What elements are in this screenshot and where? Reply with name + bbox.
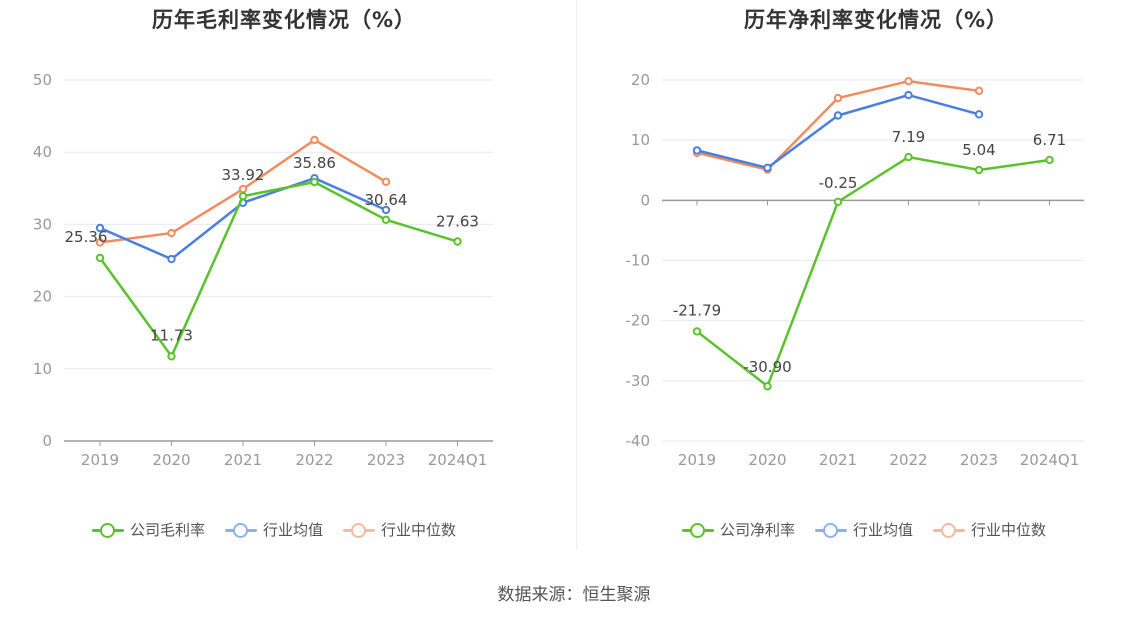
data-label: 11.73 xyxy=(150,326,193,344)
y-tick-label: 40 xyxy=(33,143,52,161)
legend-label: 公司毛利率 xyxy=(130,521,206,539)
data-point-company xyxy=(833,197,843,207)
data-point-industry_avg xyxy=(95,223,105,233)
data-label: -30.90 xyxy=(743,358,791,376)
data-point-company xyxy=(453,237,462,246)
data-label: 5.04 xyxy=(962,141,995,159)
data-point-company xyxy=(381,215,391,224)
net-margin-chart-title: 历年净利率变化情况（%） xyxy=(743,8,1009,32)
net-margin-chart: -40 -30 -20 -10 0 10 20 2019 2020 2021 2022 2023 202… xyxy=(626,71,1084,469)
gross-margin-legend: 公司毛利率 行业均值 行业中位数 xyxy=(92,519,476,540)
data-label: -0.25 xyxy=(819,174,858,192)
x-tick-label: 2023 xyxy=(960,451,998,469)
y-tick-label: 0 xyxy=(42,432,52,450)
data-point-industry_median xyxy=(310,135,319,145)
y-tick-label: 20 xyxy=(33,288,52,306)
legend-label: 行业均值 xyxy=(263,521,324,539)
y-tick-label: -10 xyxy=(626,252,651,270)
data-point-industry_avg xyxy=(167,254,176,264)
x-tick-label: 2019 xyxy=(678,451,716,469)
data-label: 25.36 xyxy=(65,228,108,246)
legend-line-icon xyxy=(933,520,966,540)
data-label: -21.79 xyxy=(673,301,721,319)
data-point-company xyxy=(974,165,984,175)
legend-line-icon xyxy=(815,520,848,540)
legend-line-icon xyxy=(92,520,124,540)
y-tick-label: 10 xyxy=(631,131,650,149)
data-source-note: 数据来源：恒生聚源 xyxy=(497,585,651,605)
x-tick-label: 2021 xyxy=(819,451,857,469)
data-point-company xyxy=(310,177,319,187)
x-tick-label: 2019 xyxy=(81,451,119,469)
data-point-company xyxy=(167,352,176,361)
gross-margin-chart-title: 历年毛利率变化情况（%） xyxy=(151,8,417,32)
data-point-industry_median xyxy=(95,238,105,247)
gross-margin-chart: 0 10 20 30 40 50 2019 2020 2021 2022 2023 2024Q1 25.… xyxy=(33,71,493,469)
y-tick-label: 0 xyxy=(640,191,650,209)
data-label: 7.19 xyxy=(892,128,925,146)
data-label: 6.71 xyxy=(1033,131,1066,149)
data-point-company xyxy=(95,253,105,263)
data-label: 30.64 xyxy=(365,191,408,209)
series-line-industry_avg xyxy=(696,93,980,170)
legend-line-icon xyxy=(225,520,258,540)
data-point-industry_avg xyxy=(763,163,772,173)
x-tick-label: 2020 xyxy=(748,451,786,469)
data-label: 35.86 xyxy=(293,154,336,172)
data-point-industry_avg xyxy=(974,110,984,119)
x-tick-label: 2022 xyxy=(295,451,333,469)
legend-item-industry-avg[interactable]: 行业均值 xyxy=(225,519,323,540)
y-tick-label: 30 xyxy=(33,215,52,233)
legend-label: 行业中位数 xyxy=(971,521,1047,539)
x-tick-label: 2020 xyxy=(152,451,190,469)
data-point-industry_avg xyxy=(381,205,391,215)
data-point-industry_avg xyxy=(904,90,913,100)
y-tick-label: -30 xyxy=(626,372,651,390)
legend-item-company-gross[interactable]: 公司毛利率 xyxy=(92,519,205,540)
y-tick-label: 50 xyxy=(33,71,52,89)
data-point-industry_avg xyxy=(692,146,702,155)
y-tick-label: -40 xyxy=(626,432,651,450)
y-tick-label: -20 xyxy=(626,312,651,330)
data-point-industry_median xyxy=(381,177,391,187)
legend-line-icon xyxy=(682,520,714,540)
data-point-company xyxy=(904,152,913,162)
net-margin-legend: 公司净利率 行业均值 行业中位数 xyxy=(682,519,1066,540)
legend-item-company-net[interactable]: 公司净利率 xyxy=(682,519,795,540)
x-tick-label: 2021 xyxy=(224,451,262,469)
data-point-company xyxy=(692,327,702,336)
data-point-company xyxy=(1045,155,1054,165)
data-label: 27.63 xyxy=(436,213,479,231)
chart-divider xyxy=(576,0,577,550)
series-line-company xyxy=(696,155,1050,388)
data-point-industry_median xyxy=(833,93,843,103)
legend-line-icon xyxy=(343,520,376,540)
x-tick-label: 2024Q1 xyxy=(428,451,488,469)
data-point-industry_median xyxy=(167,228,176,238)
data-point-industry_median xyxy=(974,86,984,96)
legend-item-industry-median[interactable]: 行业中位数 xyxy=(933,519,1046,540)
data-point-company xyxy=(238,191,248,201)
y-tick-label: 10 xyxy=(33,360,52,378)
legend-item-industry-median[interactable]: 行业中位数 xyxy=(343,519,456,540)
legend-label: 行业均值 xyxy=(853,521,914,539)
data-point-company xyxy=(763,382,772,391)
data-label: 33.92 xyxy=(222,166,265,184)
legend-label: 公司净利率 xyxy=(720,521,796,539)
x-tick-label: 2022 xyxy=(889,451,927,469)
legend-item-industry-avg[interactable]: 行业均值 xyxy=(815,519,913,540)
data-point-industry_avg xyxy=(833,111,843,120)
x-tick-label: 2023 xyxy=(367,451,405,469)
y-tick-label: 20 xyxy=(631,71,650,89)
data-point-industry_median xyxy=(904,77,913,86)
x-tick-label: 2024Q1 xyxy=(1020,451,1080,469)
data-point-industry_median xyxy=(238,184,248,194)
series-line-company xyxy=(98,180,458,358)
legend-label: 行业中位数 xyxy=(381,521,457,539)
